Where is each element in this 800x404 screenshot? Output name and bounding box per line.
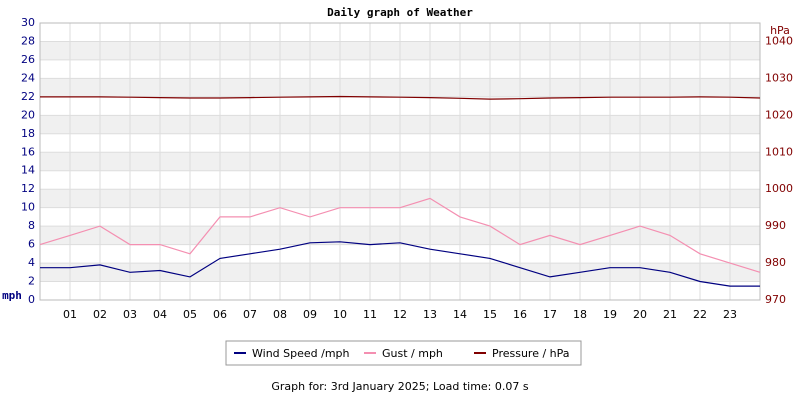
legend-box bbox=[225, 340, 582, 366]
y2-axis-label: hPa bbox=[770, 24, 790, 37]
x-tick-label: 07 bbox=[243, 308, 257, 321]
y-tick-label: 26 bbox=[21, 53, 35, 66]
x-tick-label: 17 bbox=[543, 308, 557, 321]
x-tick-label: 20 bbox=[633, 308, 647, 321]
y-tick-label: 2 bbox=[28, 275, 35, 288]
x-tick-label: 03 bbox=[123, 308, 137, 321]
x-tick-label: 22 bbox=[693, 308, 707, 321]
y2-tick-label: 970 bbox=[765, 293, 786, 306]
y2-tick-label: 980 bbox=[765, 256, 786, 269]
x-tick-label: 05 bbox=[183, 308, 197, 321]
series-line bbox=[40, 95, 761, 100]
y2-tick-label: 1030 bbox=[765, 71, 793, 84]
y-tick-label: 30 bbox=[21, 16, 35, 29]
x-tick-label: 16 bbox=[513, 308, 527, 321]
x-tick-label: 13 bbox=[423, 308, 437, 321]
legend-label: Pressure / hPa bbox=[492, 347, 570, 360]
x-tick-label: 04 bbox=[153, 308, 167, 321]
x-tick-label: 01 bbox=[63, 308, 77, 321]
x-tick-label: 18 bbox=[573, 308, 587, 321]
series-line bbox=[40, 241, 760, 287]
plot-background bbox=[39, 22, 761, 301]
x-tick-label: 14 bbox=[453, 308, 467, 321]
y-tick-label: 22 bbox=[21, 90, 35, 103]
y-tick-label: 28 bbox=[21, 34, 35, 47]
y2-tick-label: 1010 bbox=[765, 145, 793, 158]
x-tick-label: 11 bbox=[363, 308, 377, 321]
y2-tick-label: 1000 bbox=[765, 182, 793, 195]
y-tick-label: 6 bbox=[28, 238, 35, 251]
y-tick-label: 4 bbox=[28, 256, 35, 269]
x-tick-label: 15 bbox=[483, 308, 497, 321]
x-tick-label: 02 bbox=[93, 308, 107, 321]
y-tick-label: 24 bbox=[21, 71, 35, 84]
chart-title: Daily graph of Weather bbox=[327, 6, 473, 19]
series-line bbox=[39, 197, 761, 273]
x-tick-label: 10 bbox=[333, 308, 347, 321]
x-tick-label: 21 bbox=[663, 308, 677, 321]
y-tick-label: 18 bbox=[21, 127, 35, 140]
y2-tick-label: 1020 bbox=[765, 108, 793, 121]
plot-frame bbox=[39, 22, 761, 301]
x-tick-label: 19 bbox=[603, 308, 617, 321]
footer: Graph for: 3rd January 2025; Load time: … bbox=[271, 380, 529, 393]
y-tick-label: 0 bbox=[28, 293, 35, 306]
y-tick-label: 12 bbox=[21, 182, 35, 195]
x-tick-label: 12 bbox=[393, 308, 407, 321]
x-tick-label: 09 bbox=[303, 308, 317, 321]
legend-label: Wind Speed /mph bbox=[252, 347, 350, 360]
y-tick-label: 8 bbox=[28, 219, 35, 232]
y-tick-label: 14 bbox=[21, 164, 35, 177]
y-axis-label: mph bbox=[2, 289, 22, 302]
y-tick-label: 10 bbox=[21, 201, 35, 214]
y2-tick-label: 990 bbox=[765, 219, 786, 232]
x-tick-label: 06 bbox=[213, 308, 227, 321]
x-tick-label: 23 bbox=[723, 308, 737, 321]
y-tick-label: 20 bbox=[21, 108, 35, 121]
x-tick-label: 08 bbox=[273, 308, 287, 321]
legend-label: Gust / mph bbox=[382, 347, 443, 360]
y-tick-label: 16 bbox=[21, 145, 35, 158]
y2-tick-label: 1040 bbox=[765, 34, 793, 47]
